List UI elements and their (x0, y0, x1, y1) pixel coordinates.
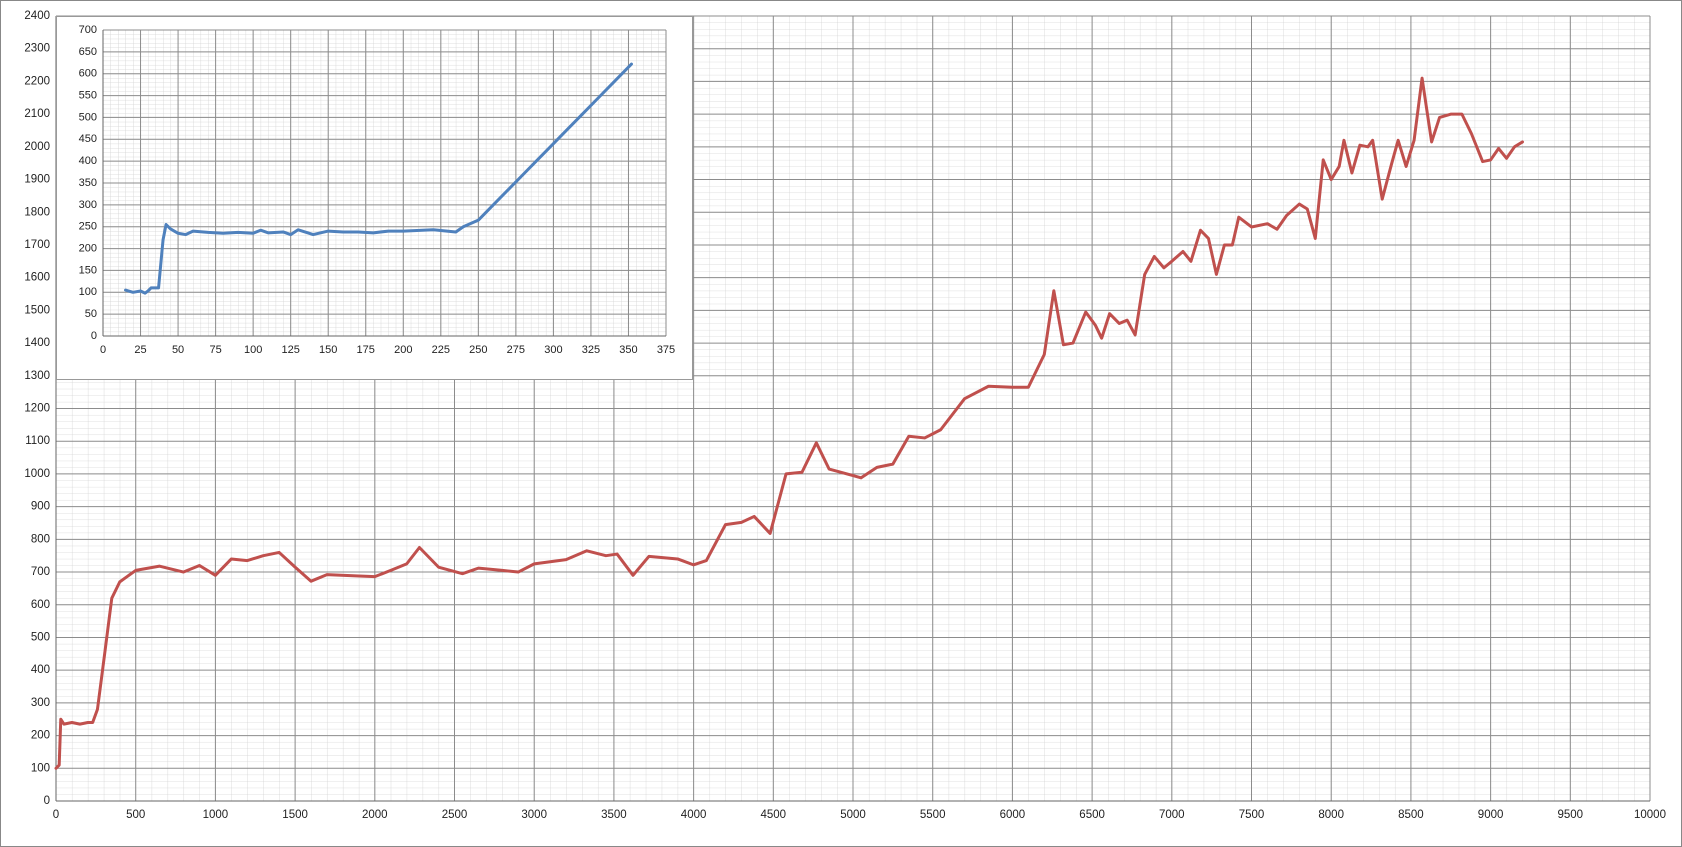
x-tick-label: 300 (544, 344, 562, 356)
y-tick-label: 700 (79, 24, 97, 36)
x-tick-label: 9500 (1558, 809, 1584, 821)
x-tick-label: 275 (507, 344, 525, 356)
x-tick-label: 1000 (203, 809, 229, 821)
x-tick-label: 1500 (282, 809, 308, 821)
x-tick-label: 225 (432, 344, 450, 356)
x-tick-label: 3500 (601, 809, 627, 821)
x-tick-label: 4000 (681, 809, 707, 821)
x-tick-label: 0 (100, 344, 106, 356)
x-tick-label: 375 (657, 344, 675, 356)
x-tick-label: 125 (281, 344, 299, 356)
y-tick-label: 500 (31, 631, 50, 643)
y-tick-label: 700 (31, 566, 50, 578)
y-tick-label: 1300 (24, 370, 50, 382)
y-tick-label: 0 (44, 795, 50, 807)
y-tick-label: 1100 (25, 435, 50, 447)
data-line (124, 62, 633, 295)
y-tick-label: 1000 (24, 468, 50, 480)
y-tick-label: 2200 (24, 75, 50, 87)
y-tick-label: 1900 (24, 174, 50, 186)
data-line (54, 76, 1524, 770)
y-tick-label: 600 (79, 68, 97, 80)
y-tick-label: 450 (79, 133, 97, 145)
x-tick-label: 325 (582, 344, 600, 356)
x-tick-label: 200 (394, 344, 412, 356)
x-tick-label: 50 (172, 344, 184, 356)
y-tick-label: 1500 (24, 304, 50, 316)
x-tick-label: 9000 (1478, 809, 1504, 821)
inset-chart: 0501001502002503003504004505005506006507… (56, 16, 693, 380)
y-tick-label: 0 (91, 330, 97, 342)
y-tick-label: 500 (79, 111, 97, 123)
y-tick-label: 600 (31, 599, 50, 611)
y-tick-label: 1700 (24, 239, 50, 251)
x-tick-label: 2500 (442, 809, 468, 821)
y-tick-label: 350 (79, 177, 97, 189)
x-tick-label: 25 (134, 344, 146, 356)
y-tick-label: 2000 (24, 141, 50, 153)
y-tick-label: 100 (31, 762, 50, 774)
y-tick-label: 250 (79, 221, 97, 233)
y-tick-label: 200 (31, 730, 50, 742)
y-tick-label: 550 (79, 89, 97, 101)
y-tick-label: 150 (79, 264, 97, 276)
y-tick-label: 300 (79, 199, 97, 211)
x-tick-label: 500 (126, 809, 145, 821)
y-tick-label: 2300 (24, 43, 50, 55)
y-tick-label: 50 (85, 308, 97, 320)
y-tick-label: 1400 (24, 337, 50, 349)
x-tick-label: 5500 (920, 809, 946, 821)
x-tick-label: 150 (319, 344, 337, 356)
x-tick-label: 0 (53, 809, 59, 821)
y-tick-label: 2400 (24, 10, 50, 22)
x-tick-label: 8000 (1318, 809, 1344, 821)
y-tick-label: 100 (79, 286, 97, 298)
x-tick-label: 5000 (840, 809, 866, 821)
y-tick-label: 300 (31, 697, 50, 709)
y-tick-label: 650 (79, 46, 97, 58)
y-tick-label: 1600 (24, 272, 50, 284)
x-tick-label: 10000 (1634, 809, 1666, 821)
x-tick-label: 4500 (761, 809, 787, 821)
y-tick-label: 800 (31, 533, 50, 545)
y-tick-label: 400 (31, 664, 50, 676)
x-tick-label: 350 (619, 344, 637, 356)
y-tick-label: 1800 (24, 206, 50, 218)
x-tick-label: 7000 (1159, 809, 1185, 821)
x-tick-label: 175 (357, 344, 375, 356)
y-tick-label: 200 (79, 242, 97, 254)
x-tick-label: 100 (244, 344, 262, 356)
x-tick-label: 6500 (1079, 809, 1105, 821)
x-tick-label: 7500 (1239, 809, 1265, 821)
x-tick-label: 3000 (521, 809, 547, 821)
y-tick-label: 900 (31, 501, 50, 513)
y-tick-label: 400 (79, 155, 97, 167)
y-tick-label: 1200 (24, 403, 50, 415)
x-tick-label: 8500 (1398, 809, 1424, 821)
x-tick-label: 250 (469, 344, 487, 356)
x-tick-label: 2000 (362, 809, 388, 821)
x-tick-label: 6000 (1000, 809, 1026, 821)
x-tick-label: 75 (209, 344, 221, 356)
y-tick-label: 2100 (24, 108, 50, 120)
